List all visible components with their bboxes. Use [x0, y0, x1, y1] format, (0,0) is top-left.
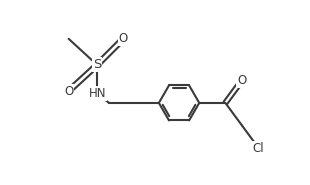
Text: O: O	[237, 74, 246, 87]
Text: S: S	[93, 58, 101, 71]
Text: Cl: Cl	[253, 142, 264, 154]
Text: O: O	[64, 85, 73, 97]
Text: HN: HN	[88, 87, 106, 100]
Text: O: O	[119, 32, 128, 45]
